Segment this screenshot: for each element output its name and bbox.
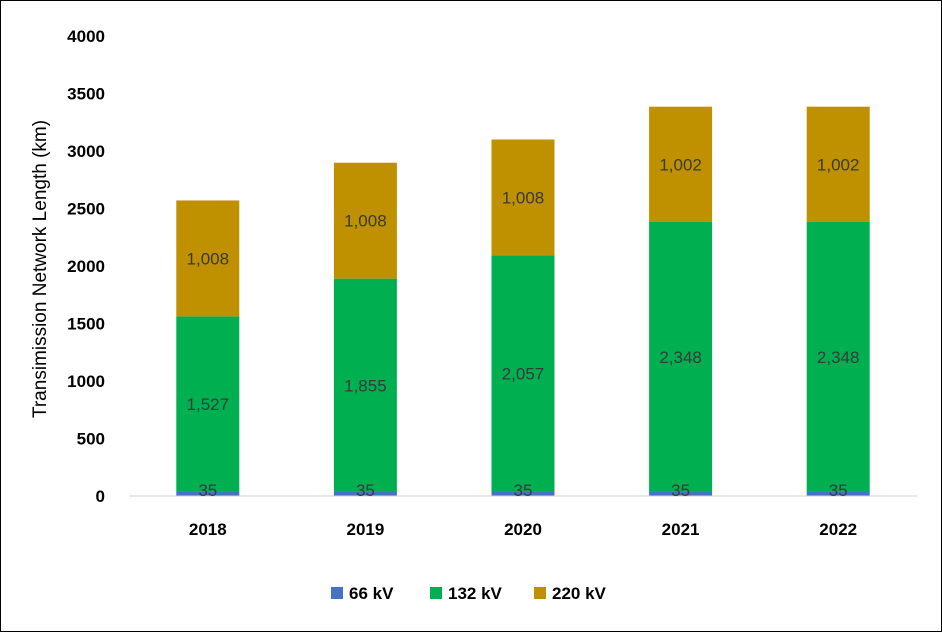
y-axis-ticks: 0 500 1000 1500 2000 2500 3000 3500 4000 — [67, 27, 105, 506]
legend-label: 132 kV — [448, 584, 503, 603]
data-label: 2,348 — [659, 348, 702, 367]
data-label: 35 — [356, 481, 375, 500]
data-label: 1,855 — [344, 376, 387, 395]
bar-segment — [176, 316, 240, 492]
data-label: 1,527 — [187, 395, 230, 414]
bar-segment — [333, 491, 397, 496]
data-label: 1,002 — [817, 155, 860, 174]
y-tick-label: 3500 — [67, 85, 105, 104]
bar-segment — [333, 162, 397, 279]
legend-swatch — [430, 587, 442, 599]
bar-segment — [491, 491, 555, 496]
y-axis-label: Transimission Network Length (km) — [30, 120, 51, 418]
bar-segment — [491, 139, 555, 256]
bar-segment — [176, 491, 240, 496]
bars — [176, 106, 870, 496]
x-tick-label: 2020 — [504, 520, 542, 539]
bar-segment — [649, 221, 713, 492]
y-tick-label: 3000 — [67, 142, 105, 161]
x-tick-label: 2018 — [189, 520, 227, 539]
data-label: 35 — [514, 481, 533, 500]
bar-segment — [333, 278, 397, 492]
data-label: 1,008 — [344, 212, 387, 231]
y-tick-label: 500 — [77, 430, 105, 449]
data-label: 2,057 — [502, 365, 545, 384]
x-tick-label: 2022 — [819, 520, 857, 539]
y-tick-label: 0 — [96, 487, 105, 506]
data-label: 1,008 — [187, 249, 230, 268]
x-axis-ticks: 2018 2019 2020 2021 2022 — [189, 520, 857, 539]
data-label: 2,348 — [817, 348, 860, 367]
data-labels: 35 1,527 1,008 35 1,855 1,008 35 2,057 1,008 35 2,… — [187, 155, 860, 500]
y-tick-label: 1500 — [67, 315, 105, 334]
y-tick-label: 1000 — [67, 372, 105, 391]
bar-segment — [176, 200, 240, 317]
data-label: 1,008 — [502, 188, 545, 207]
y-tick-label: 2000 — [67, 257, 105, 276]
legend-label: 220 kV — [552, 584, 607, 603]
x-tick-label: 2019 — [346, 520, 384, 539]
legend-swatch — [534, 587, 546, 599]
legend-swatch — [331, 587, 343, 599]
bar-segment — [491, 255, 555, 492]
bar-segment — [806, 106, 870, 222]
data-label: 35 — [829, 481, 848, 500]
y-tick-label: 2500 — [67, 200, 105, 219]
y-tick-label: 4000 — [67, 27, 105, 46]
data-label: 35 — [671, 481, 690, 500]
legend: 66 kV 132 kV 220 kV — [331, 584, 607, 603]
x-tick-label: 2021 — [662, 520, 700, 539]
bar-segment — [649, 106, 713, 222]
legend-label: 66 kV — [349, 584, 394, 603]
bar-segment — [806, 491, 870, 496]
data-label: 1,002 — [659, 155, 702, 174]
bar-segment — [649, 491, 713, 496]
bar-segment — [806, 221, 870, 492]
data-label: 35 — [198, 481, 217, 500]
